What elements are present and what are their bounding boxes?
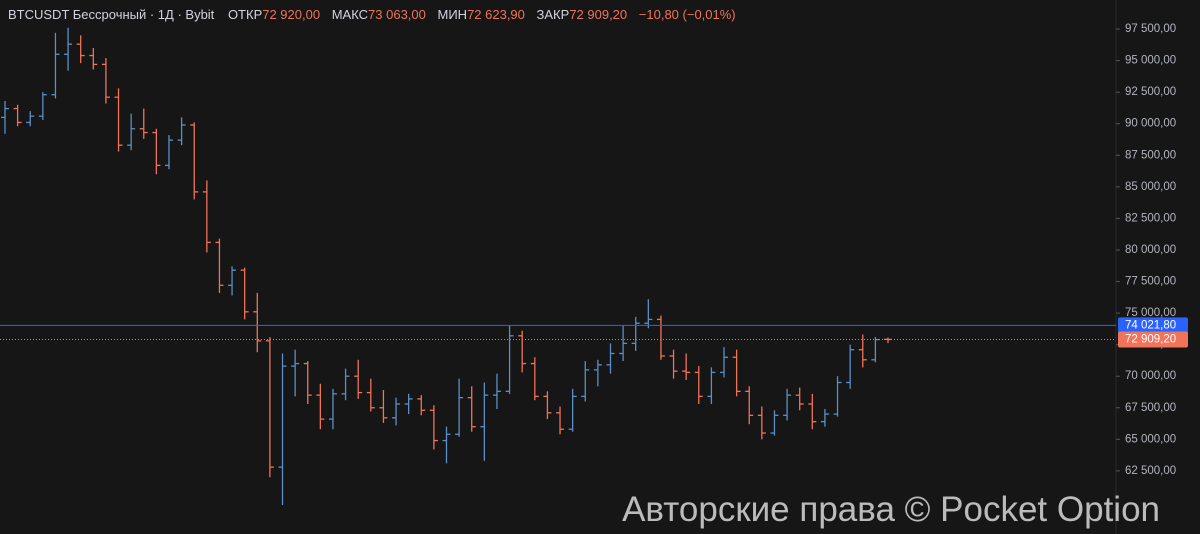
y-tick-label: 70 000,00 xyxy=(1125,370,1176,382)
hline-label: 74 021,80 xyxy=(1125,319,1176,331)
price-axis xyxy=(1116,0,1200,534)
last-price-label: 72 909,20 xyxy=(1125,334,1176,346)
open-value: 72 920,00 xyxy=(262,7,321,22)
change: −10,80 (−0,01%) xyxy=(638,7,736,22)
low-label: МИН xyxy=(437,7,468,22)
y-tick-label: 90 000,00 xyxy=(1125,118,1176,130)
close-value: 72 909,20 xyxy=(569,7,628,22)
y-tick-label: 85 000,00 xyxy=(1125,181,1176,193)
y-tick-label: 92 500,00 xyxy=(1125,86,1176,98)
y-tick-label: 80 000,00 xyxy=(1125,244,1176,256)
high-label: МАКС xyxy=(331,7,369,22)
watermark: Авторские права © Pocket Option xyxy=(622,490,1160,529)
open-label: ОТКР xyxy=(227,7,263,22)
y-tick-label: 65 000,00 xyxy=(1125,433,1176,445)
high-value: 73 063,00 xyxy=(368,7,426,22)
close-label: ЗАКР xyxy=(536,7,570,22)
legend-header: BTCUSDT Бессрочный · 1Д · Bybit ОТКР72 9… xyxy=(8,7,744,22)
y-tick-label: 77 500,00 xyxy=(1125,276,1176,288)
y-tick-label: 75 000,00 xyxy=(1125,307,1176,319)
low-value: 72 623,90 xyxy=(467,7,525,22)
y-tick-label: 87 500,00 xyxy=(1125,149,1176,161)
last-price-box xyxy=(1118,331,1188,348)
y-tick-label: 62 500,00 xyxy=(1125,465,1176,477)
y-tick-label: 67 500,00 xyxy=(1125,402,1176,414)
symbol: BTCUSDT Бессрочный · 1Д · Bybit xyxy=(8,7,215,22)
hline-label-box xyxy=(1118,317,1188,334)
y-tick-label: 95 000,00 xyxy=(1125,55,1176,67)
y-tick-label: 82 500,00 xyxy=(1125,212,1176,224)
y-tick-label: 97 500,00 xyxy=(1125,23,1176,35)
